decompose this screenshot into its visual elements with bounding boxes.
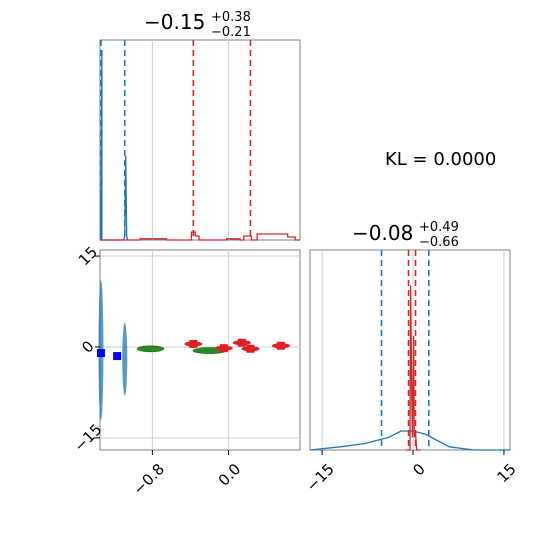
- blue-point-1: [113, 352, 122, 361]
- red-point-marker-0: [189, 339, 198, 348]
- x-tick-label-bottom-right-2: 15: [493, 460, 519, 486]
- panel-bottom-right: −15 0 15: [303, 249, 520, 495]
- green-point-0: [136, 345, 165, 353]
- kl-label: KL = 0.0000: [385, 149, 496, 170]
- x-tick-label-bottom-left-1: 0.0: [215, 460, 245, 490]
- title-top-left: −0.15 +0.38 −0.21: [144, 10, 251, 40]
- panel-top-left: [99, 39, 301, 241]
- red-point-marker-1: [219, 344, 228, 353]
- red-point-marker-2: [237, 338, 246, 347]
- title-top-left-median: −0.15: [144, 10, 205, 34]
- title-bottom-right-median: −0.08: [352, 221, 413, 245]
- x-tick-label-bottom-right-0: −15: [303, 460, 338, 495]
- hist-line-top-left-0: [100, 49, 129, 241]
- title-bottom-right-plus: +0.49: [419, 220, 459, 235]
- panel-top-left-frame: [99, 39, 301, 241]
- title-top-left-plus: +0.38: [211, 10, 251, 25]
- x-tick-label-bottom-right-1: 0: [409, 460, 428, 479]
- hist-line-top-left-1: [100, 231, 300, 241]
- panel-bottom-left: −0.8 0.0 150−15: [70, 243, 301, 499]
- red-point-marker-3: [246, 344, 255, 353]
- blue-sample-band-1: [122, 322, 128, 396]
- red-point-marker-4: [276, 341, 285, 350]
- y-tick-label-bottom-left-1: 0: [78, 337, 97, 356]
- x-tick-label-bottom-left-0: −0.8: [130, 460, 168, 498]
- title-top-left-minus: −0.21: [211, 25, 251, 40]
- title-bottom-right: −0.08 +0.49 −0.66: [352, 220, 459, 250]
- blue-point-0: [96, 349, 105, 358]
- y-tick-label-bottom-left-0: 15: [75, 243, 101, 269]
- title-bottom-right-minus: −0.66: [419, 235, 459, 250]
